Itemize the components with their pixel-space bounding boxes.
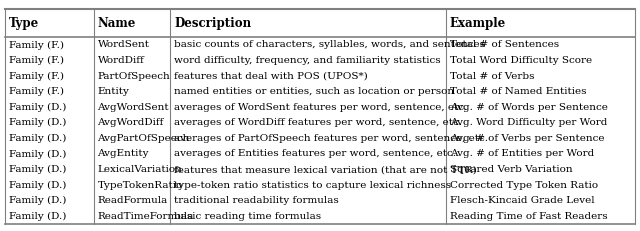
Text: Avg. Word Difficulty per Word: Avg. Word Difficulty per Word [450,118,607,127]
Text: WordSent: WordSent [97,40,150,49]
Text: averages of Entities features per word, sentence, etc.: averages of Entities features per word, … [174,149,456,158]
Text: AvgWordDiff: AvgWordDiff [97,118,164,127]
Text: AvgWordSent: AvgWordSent [97,103,169,112]
Text: Family (D.): Family (D.) [9,212,67,221]
Text: Corrected Type Token Ratio: Corrected Type Token Ratio [450,181,598,190]
Text: Family (F.): Family (F.) [9,87,64,96]
Text: Family (D.): Family (D.) [9,134,67,143]
Text: AvgPartOfSpeech: AvgPartOfSpeech [97,134,190,143]
Text: Family (D.): Family (D.) [9,103,67,112]
Text: Flesch-Kincaid Grade Level: Flesch-Kincaid Grade Level [450,196,595,205]
Text: Family (F.): Family (F.) [9,56,64,65]
Text: type-token ratio statistics to capture lexical richness: type-token ratio statistics to capture l… [174,181,451,190]
Text: Family (D.): Family (D.) [9,118,67,127]
Text: Avg. # of Entities per Word: Avg. # of Entities per Word [450,149,594,158]
Text: ReadFormula: ReadFormula [97,196,168,205]
Text: traditional readability formulas: traditional readability formulas [174,196,339,205]
Text: basic counts of characters, syllables, words, and sentences: basic counts of characters, syllables, w… [174,40,485,49]
Text: Entity: Entity [97,87,129,96]
Text: Family (F.): Family (F.) [9,40,64,49]
Text: Avg. # of Words per Sentence: Avg. # of Words per Sentence [450,103,607,112]
Text: Total # of Verbs: Total # of Verbs [450,72,534,81]
Text: averages of WordSent features per word, sentence, etc.: averages of WordSent features per word, … [174,103,468,112]
Text: Avg. # of Verbs per Sentence: Avg. # of Verbs per Sentence [450,134,604,143]
Text: basic reading time formulas: basic reading time formulas [174,212,321,221]
Text: TypeTokenRatio: TypeTokenRatio [97,181,183,190]
Text: AvgEntity: AvgEntity [97,149,149,158]
Text: averages of WordDiff features per word, sentence, etc.: averages of WordDiff features per word, … [174,118,462,127]
Text: Total # of Named Entities: Total # of Named Entities [450,87,586,96]
Text: Description: Description [174,17,252,30]
Text: PartOfSpeech: PartOfSpeech [97,72,170,81]
Text: named entities or entities, such as location or person: named entities or entities, such as loca… [174,87,454,96]
Text: LexicalVariation: LexicalVariation [97,165,182,174]
Text: Name: Name [97,17,136,30]
Text: ReadTimeFormula: ReadTimeFormula [97,212,194,221]
Text: averages of PartOfSpeech features per word, sentence, etc.: averages of PartOfSpeech features per wo… [174,134,488,143]
Text: Squared Verb Variation: Squared Verb Variation [450,165,572,174]
Text: Type: Type [9,17,39,30]
Text: Family (D.): Family (D.) [9,196,67,205]
Text: Total # of Sentences: Total # of Sentences [450,40,559,49]
Text: Example: Example [450,17,506,30]
Text: features that measure lexical variation (that are not TTR): features that measure lexical variation … [174,165,477,174]
Text: Family (F.): Family (F.) [9,72,64,81]
Text: WordDiff: WordDiff [97,56,144,65]
Text: Family (D.): Family (D.) [9,181,67,190]
Text: word difficulty, frequency, and familiarity statistics: word difficulty, frequency, and familiar… [174,56,441,65]
Text: Total Word Difficulty Score: Total Word Difficulty Score [450,56,592,65]
Text: Family (D.): Family (D.) [9,149,67,158]
Text: Family (D.): Family (D.) [9,165,67,174]
Text: features that deal with POS (UPOS*): features that deal with POS (UPOS*) [174,72,368,81]
Text: Reading Time of Fast Readers: Reading Time of Fast Readers [450,212,607,221]
